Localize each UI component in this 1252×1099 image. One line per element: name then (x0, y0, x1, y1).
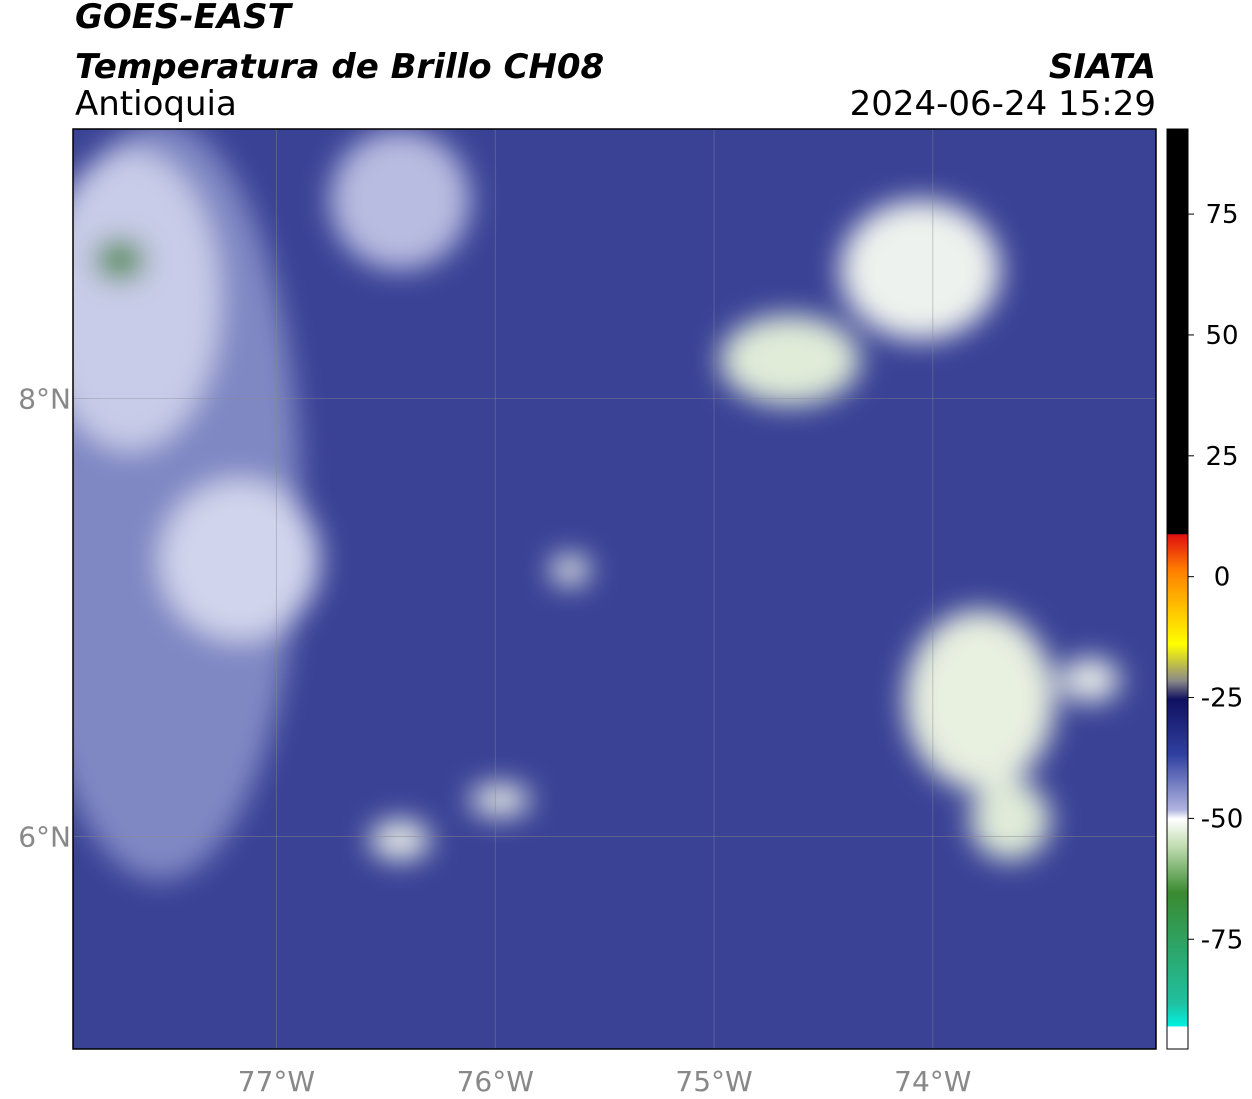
x-tick-label: 75°W (675, 1065, 752, 1098)
colorbar-tick-label: -25 (1201, 684, 1243, 714)
source: SIATA (1049, 47, 1156, 87)
colorbar (1166, 128, 1189, 1050)
x-tick-label: 77°W (238, 1065, 315, 1098)
colorbar-tick-label: 0 (1214, 563, 1231, 593)
clouds (73, 129, 1120, 880)
imagery (73, 129, 1156, 1049)
y-tick-label: 6°N (18, 821, 71, 854)
title: GOES-EAST (75, 0, 294, 37)
colorbar-tick-label: 50 (1205, 321, 1238, 351)
region: Antioquia (75, 84, 237, 124)
colorbar-tick-label: -50 (1201, 804, 1243, 834)
map-frame (72, 128, 1157, 1050)
colorbar-tick-label: -75 (1201, 925, 1243, 955)
x-tick-label: 76°W (457, 1065, 534, 1098)
colorbar-tick-label: 25 (1205, 442, 1238, 472)
grid (73, 129, 1156, 1049)
colorbar-tick-label: 75 (1205, 200, 1238, 230)
subtitle: Temperatura de Brillo CH08 (75, 47, 604, 87)
timestamp: 2024-06-24 15:29 (850, 84, 1156, 124)
x-tick-label: 74°W (894, 1065, 971, 1098)
y-tick-label: 8°N (18, 382, 71, 415)
